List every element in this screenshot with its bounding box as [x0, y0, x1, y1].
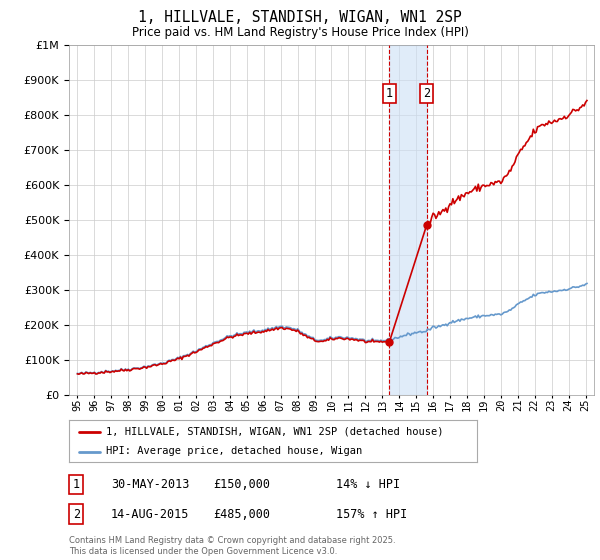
- Text: £150,000: £150,000: [213, 478, 270, 491]
- Text: 2: 2: [73, 507, 80, 521]
- Text: 1: 1: [386, 87, 393, 100]
- Text: 1, HILLVALE, STANDISH, WIGAN, WN1 2SP (detached house): 1, HILLVALE, STANDISH, WIGAN, WN1 2SP (d…: [106, 427, 443, 437]
- Text: 30-MAY-2013: 30-MAY-2013: [111, 478, 190, 491]
- Text: 1: 1: [73, 478, 80, 491]
- Text: Price paid vs. HM Land Registry's House Price Index (HPI): Price paid vs. HM Land Registry's House …: [131, 26, 469, 39]
- Text: 14% ↓ HPI: 14% ↓ HPI: [336, 478, 400, 491]
- Text: 157% ↑ HPI: 157% ↑ HPI: [336, 507, 407, 521]
- Text: £485,000: £485,000: [213, 507, 270, 521]
- Text: HPI: Average price, detached house, Wigan: HPI: Average price, detached house, Wiga…: [106, 446, 362, 456]
- Text: 14-AUG-2015: 14-AUG-2015: [111, 507, 190, 521]
- Text: Contains HM Land Registry data © Crown copyright and database right 2025.
This d: Contains HM Land Registry data © Crown c…: [69, 536, 395, 556]
- Bar: [389, 45, 427, 395]
- Text: 2: 2: [423, 87, 430, 100]
- Text: 1, HILLVALE, STANDISH, WIGAN, WN1 2SP: 1, HILLVALE, STANDISH, WIGAN, WN1 2SP: [138, 10, 462, 25]
